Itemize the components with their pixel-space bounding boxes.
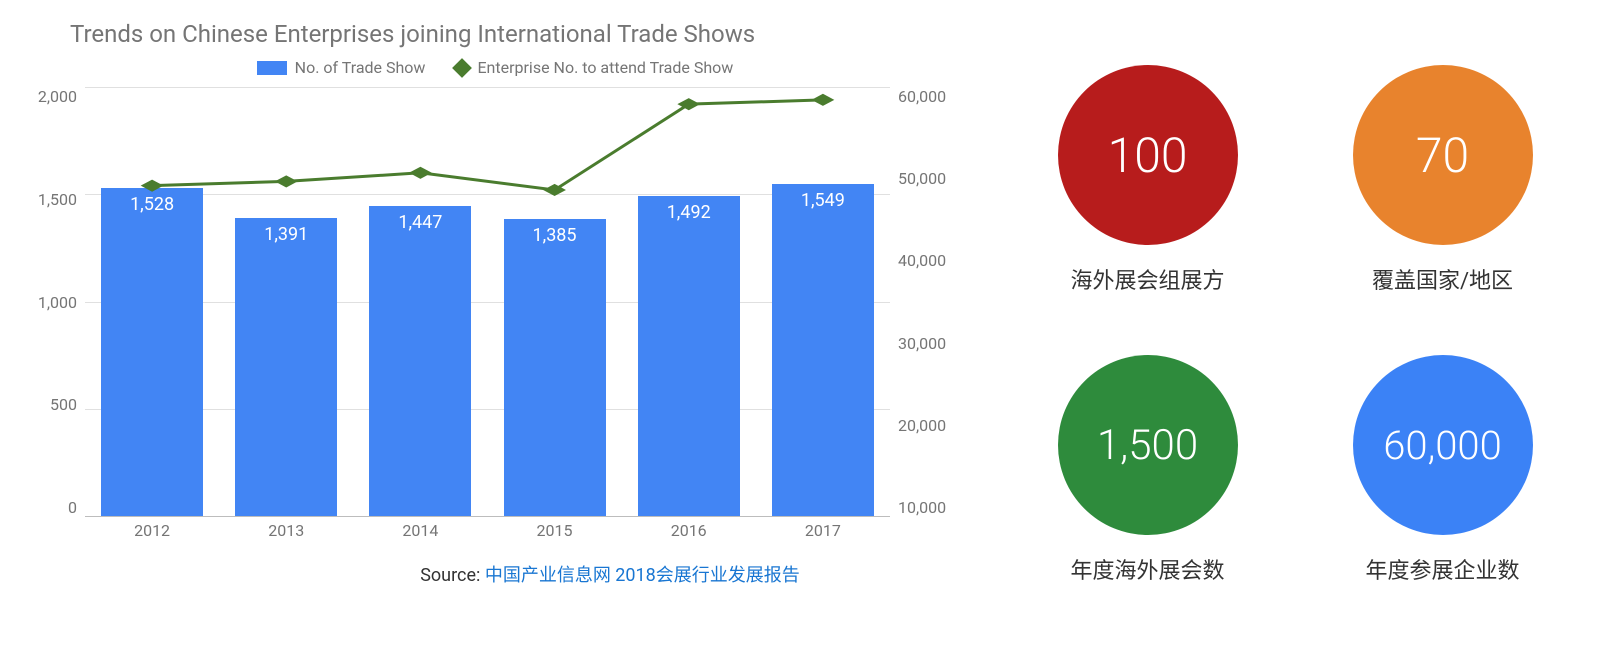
x-axis: 201220132014201520162017: [85, 521, 890, 547]
bar-slot: 1,492: [622, 87, 756, 516]
kpi-label: 海外展会组展方: [1070, 263, 1224, 295]
chart-source: Source: 中国产业信息网 2018会展行业发展报告: [30, 561, 960, 587]
legend-line: Enterprise No. to attend Trade Show: [455, 58, 733, 77]
y-right-tick: 30,000: [898, 334, 960, 353]
bar-slot: 1,447: [353, 87, 487, 516]
kpi-circle: 70: [1353, 65, 1533, 245]
kpi-label: 年度海外展会数: [1070, 553, 1224, 585]
kpi-item: 70 覆盖国家/地区: [1353, 65, 1533, 295]
bar-value-label: 1,385: [504, 225, 606, 246]
kpi-item: 100 海外展会组展方: [1058, 65, 1238, 295]
y-left-tick: 1,000: [30, 293, 77, 312]
chart-legend: No. of Trade Show Enterprise No. to atte…: [30, 58, 960, 77]
legend-line-label: Enterprise No. to attend Trade Show: [477, 58, 733, 77]
bar-value-label: 1,391: [235, 224, 337, 245]
x-tick: 2014: [353, 521, 487, 547]
kpi-item: 1,500 年度海外展会数: [1058, 355, 1238, 585]
plot-area: 1,528 1,391 1,447 1,385 1,492 1,549: [85, 87, 890, 517]
kpi-item: 60,000 年度参展企业数: [1353, 355, 1533, 585]
kpi-label: 年度参展企业数: [1365, 553, 1519, 585]
bar-slot: 1,391: [219, 87, 353, 516]
kpi-circle: 100: [1058, 65, 1238, 245]
bar-slot: 1,549: [756, 87, 890, 516]
bar-value-label: 1,528: [101, 194, 203, 215]
chart-panel: Trends on Chinese Enterprises joining In…: [30, 20, 960, 630]
bar-slot: 1,528: [85, 87, 219, 516]
kpi-circle: 60,000: [1353, 355, 1533, 535]
legend-bar-label: No. of Trade Show: [295, 58, 426, 77]
kpi-panel: 100 海外展会组展方 70 覆盖国家/地区 1,500 年度海外展会数 60,000 年度参…: [960, 20, 1590, 630]
y-axis-left: 2,000 1,500 1,000 500 0: [30, 87, 85, 547]
bar-value-label: 1,447: [369, 212, 471, 233]
bar: 1,492: [638, 196, 740, 516]
x-tick: 2016: [622, 521, 756, 547]
y-right-tick: 20,000: [898, 416, 960, 435]
bar-value-label: 1,549: [772, 190, 874, 211]
chart-area: 2,000 1,500 1,000 500 0 1,528 1,391 1,447 1,385…: [30, 87, 960, 547]
y-axis-right: 60,000 50,000 40,000 30,000 20,000 10,000: [890, 87, 960, 547]
y-right-tick: 60,000: [898, 87, 960, 106]
bar: 1,528: [101, 188, 203, 516]
x-tick: 2017: [756, 521, 890, 547]
bar-value-label: 1,492: [638, 202, 740, 223]
x-tick: 2012: [85, 521, 219, 547]
bar: 1,549: [772, 184, 874, 516]
x-tick: 2013: [219, 521, 353, 547]
y-left-tick: 2,000: [30, 87, 77, 106]
bar: 1,391: [235, 218, 337, 516]
kpi-circle: 1,500: [1058, 355, 1238, 535]
source-link[interactable]: 中国产业信息网 2018会展行业发展报告: [485, 565, 800, 586]
chart-title: Trends on Chinese Enterprises joining In…: [70, 20, 960, 48]
x-tick: 2015: [487, 521, 621, 547]
y-right-tick: 10,000: [898, 498, 960, 517]
source-prefix: Source:: [420, 565, 485, 586]
y-right-tick: 50,000: [898, 169, 960, 188]
bar: 1,385: [504, 219, 606, 516]
legend-bar-swatch: [257, 61, 287, 75]
legend-line-swatch: [453, 58, 473, 78]
bar: 1,447: [369, 206, 471, 516]
y-left-tick: 500: [30, 395, 77, 414]
bar-slot: 1,385: [487, 87, 621, 516]
y-left-tick: 0: [30, 498, 77, 517]
y-left-tick: 1,500: [30, 190, 77, 209]
bars-group: 1,528 1,391 1,447 1,385 1,492 1,549: [85, 87, 890, 516]
legend-bar: No. of Trade Show: [257, 58, 426, 77]
y-right-tick: 40,000: [898, 251, 960, 270]
kpi-label: 覆盖国家/地区: [1372, 263, 1513, 295]
